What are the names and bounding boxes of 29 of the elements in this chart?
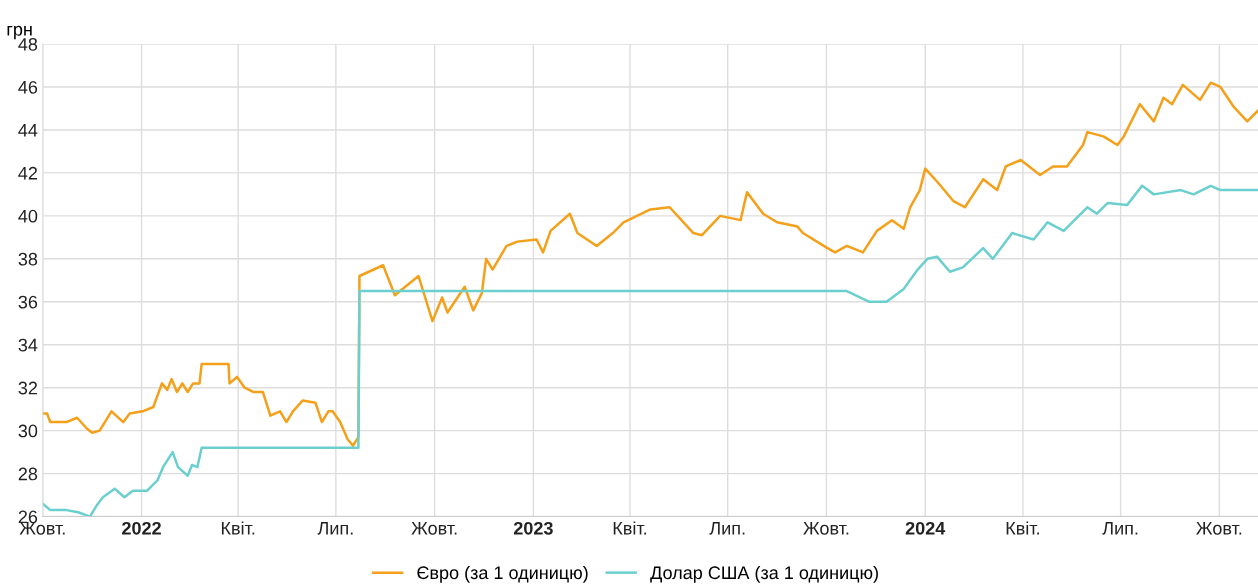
line-series <box>42 81 1258 447</box>
x-tick-label: Квіт. <box>221 521 255 535</box>
y-tick-label: 30 <box>18 424 38 438</box>
y-tick-label: 36 <box>18 295 38 309</box>
x-tick-label: Жовт. <box>1196 522 1242 535</box>
x-tick-label: Жовт. <box>19 522 65 535</box>
y-tick-label: 32 <box>18 381 38 395</box>
x-tick-label: 2022 <box>122 521 161 535</box>
y-tick-label: 42 <box>18 166 38 180</box>
x-tick-label: Лип. <box>1102 522 1138 535</box>
y-tick-label: 48 <box>18 37 38 51</box>
x-tick-label: Жовт. <box>411 522 457 535</box>
x-tick-label: 2023 <box>513 521 553 535</box>
y-tick-label: 40 <box>18 209 38 223</box>
x-tick-label: Квіт. <box>613 521 647 535</box>
y-tick-label: 28 <box>18 467 38 481</box>
legend-label: Євро (за 1 одиницю) <box>417 565 588 583</box>
x-tick-label: 2024 <box>905 521 946 535</box>
x-tick-label: Жовт. <box>803 522 849 535</box>
x-tick-label: Квіт. <box>1006 521 1039 535</box>
y-tick-label: 34 <box>18 338 38 352</box>
y-tick-label: 38 <box>18 252 38 266</box>
y-tick-label: 46 <box>18 80 38 94</box>
x-tick-label: Лип. <box>317 522 353 535</box>
y-tick-label: 44 <box>18 124 38 137</box>
y-tick-label: 26 <box>18 510 38 524</box>
x-tick-label: Лип. <box>709 522 745 535</box>
y-axis-title: грн <box>7 25 32 40</box>
legend-label: Долар США (за 1 одиницю) <box>650 565 878 583</box>
